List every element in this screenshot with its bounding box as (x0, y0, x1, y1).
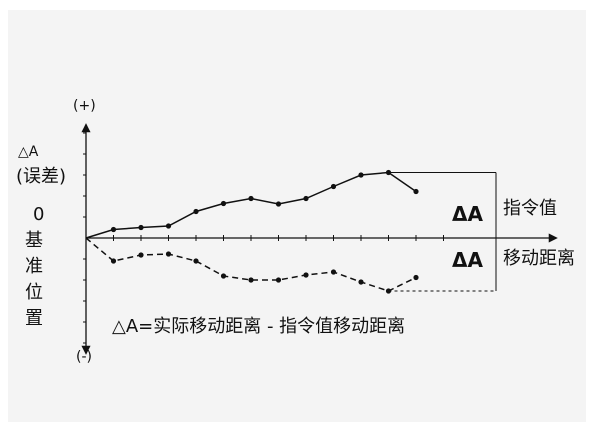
dashed-series-point (220, 273, 227, 279)
dashed-series-point (248, 277, 254, 283)
dashed-series-point (330, 269, 337, 275)
solid-series-point (248, 195, 254, 202)
formula-label: △A=实际移动距离 - 指令值移动距离 (112, 316, 406, 337)
move-distance-label: 移动距离 (503, 248, 575, 269)
dashed-series-point (303, 272, 309, 278)
baseline-char: 基 (25, 230, 43, 251)
solid-series-point (138, 224, 144, 231)
solid-series-point (110, 226, 117, 233)
axes (81, 123, 558, 355)
command-delta-label: ΔA (452, 202, 483, 226)
solid-series-line (85, 171, 417, 239)
figure-card (8, 10, 586, 422)
dashed-series-point (413, 274, 419, 281)
baseline-char: 位 (25, 282, 43, 303)
solid-series-point (358, 172, 364, 178)
dashed-series-point (165, 251, 172, 257)
dashed-series-point (138, 252, 144, 258)
zero-label: 0 (33, 204, 45, 225)
baseline-char: 置 (25, 308, 43, 329)
dashed-series-point (110, 258, 117, 264)
plus-label: (+) (73, 98, 96, 114)
baseline-label: 基 准 位 置 (25, 228, 43, 332)
solid-series-point (275, 201, 282, 207)
solid-series-point (303, 195, 309, 202)
dashed-series-point (193, 258, 199, 264)
guides (388, 172, 497, 292)
dashed-series-point (358, 279, 364, 285)
error-label: (误差) (16, 166, 67, 187)
series-group (85, 169, 419, 294)
dashed-series-line (85, 237, 417, 292)
move-delta-label: ΔA (452, 248, 483, 272)
dashed-series-point (275, 277, 282, 283)
command-value-label: 指令值 (503, 198, 557, 219)
solid-series-point (165, 223, 172, 229)
solid-series-point (413, 188, 419, 195)
solid-series-point (220, 200, 227, 207)
minus-label: (-) (76, 349, 92, 365)
solid-series-point (330, 183, 337, 190)
solid-series-point (193, 208, 199, 215)
baseline-char: 准 (25, 256, 43, 277)
delta-a-label: △A (18, 144, 39, 160)
